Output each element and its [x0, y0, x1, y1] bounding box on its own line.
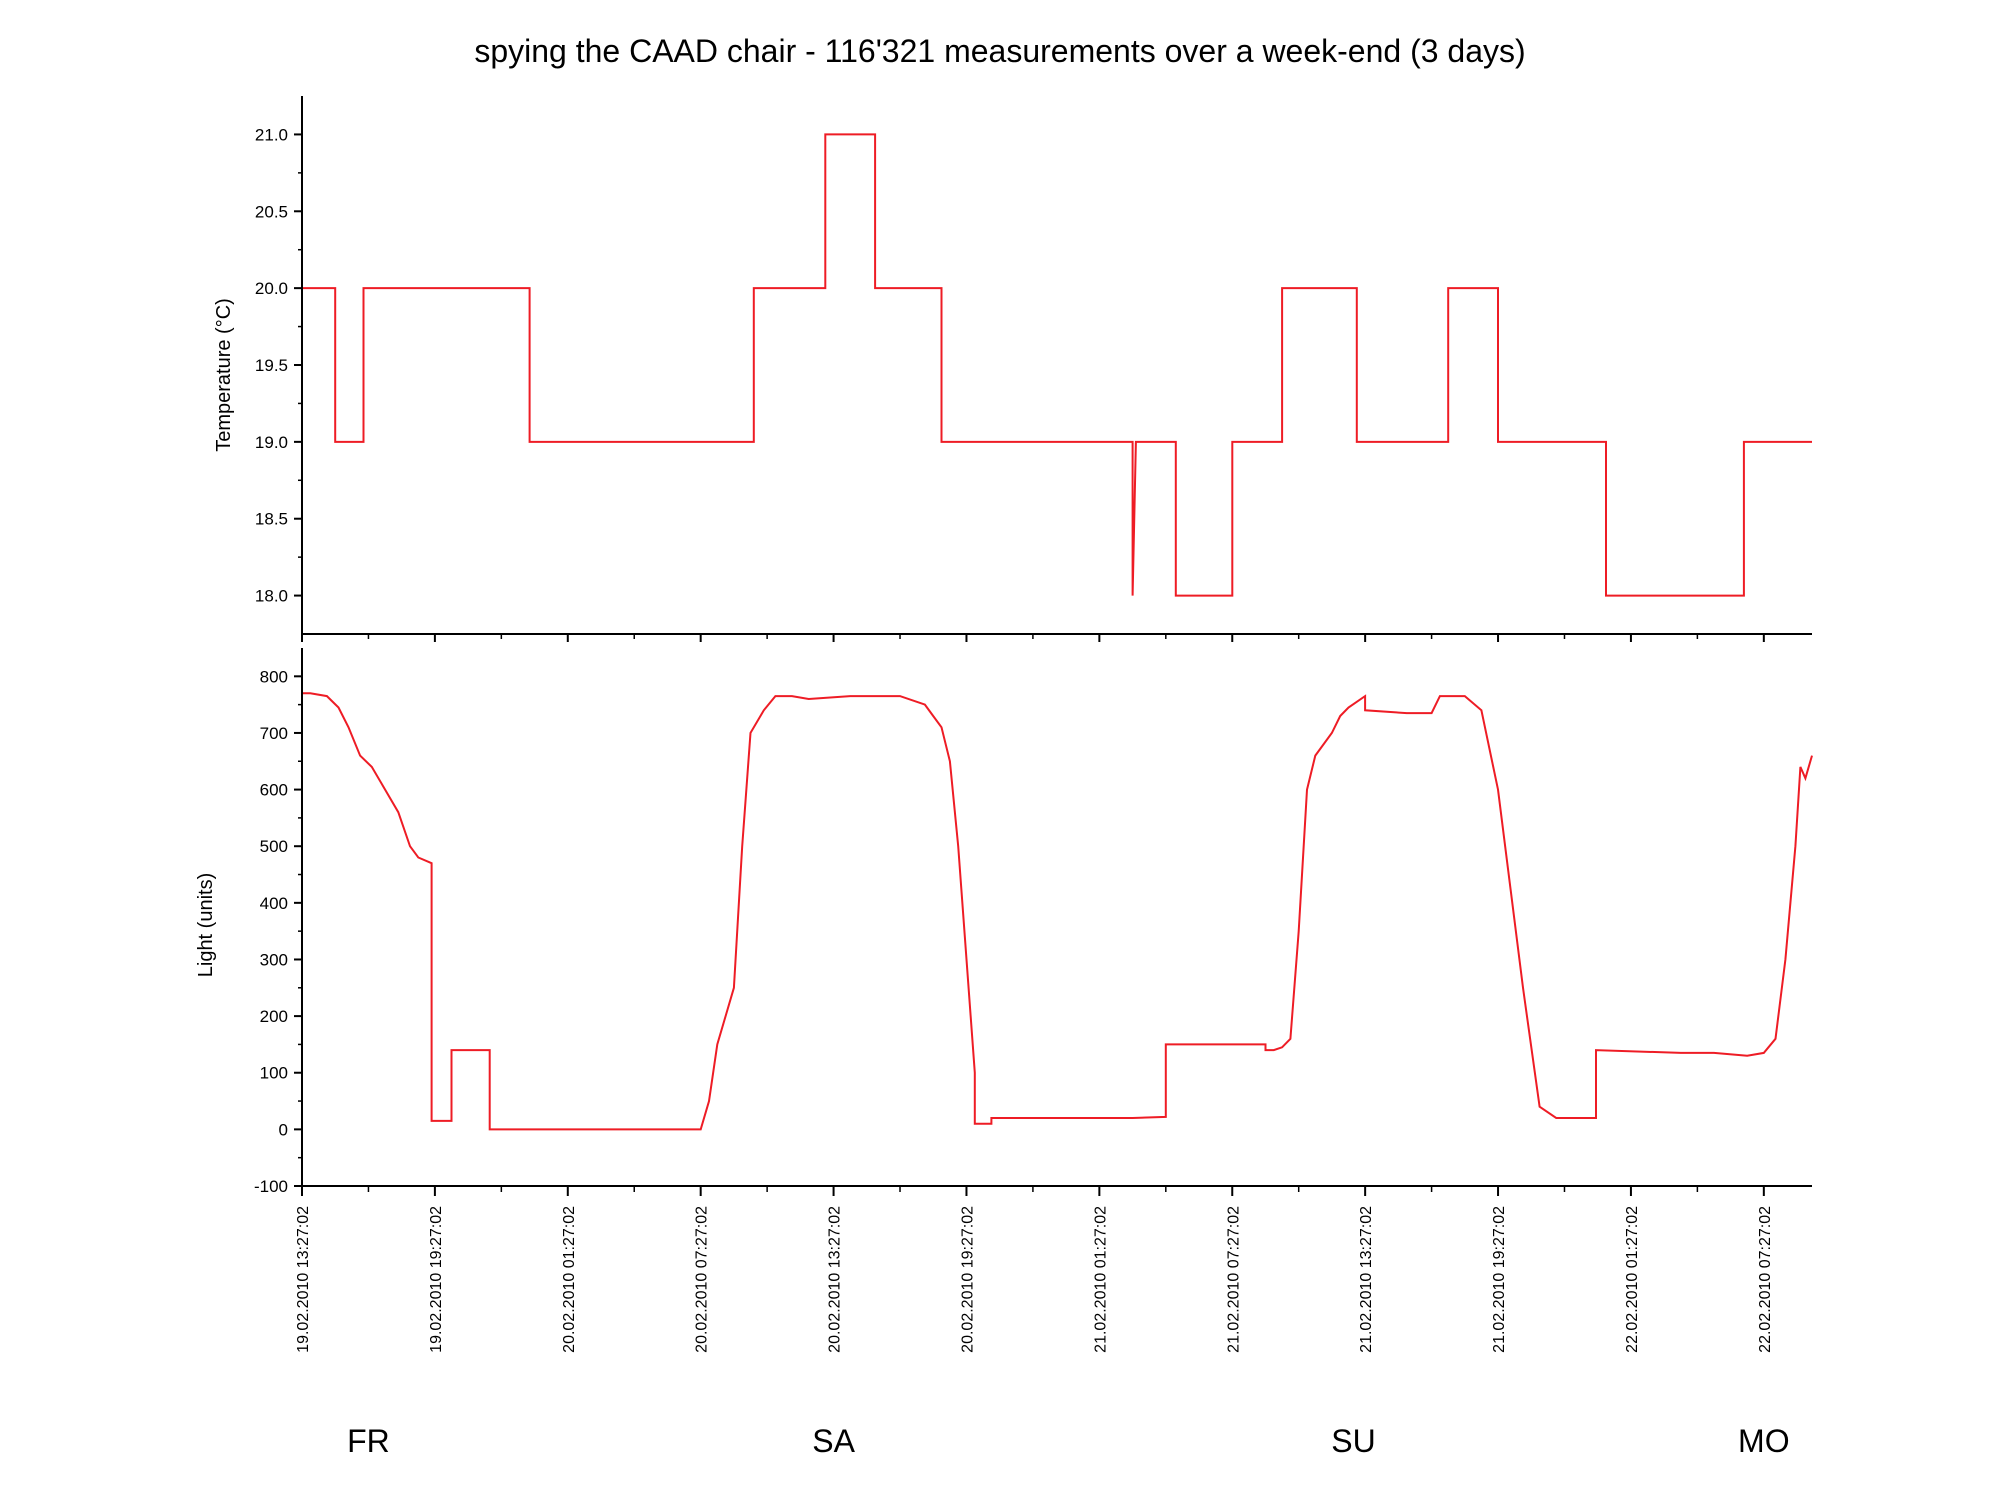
light-ytick-label: 200	[260, 1007, 288, 1026]
x-tick-label: 20.02.2010 07:27:02	[694, 1206, 711, 1353]
x-tick-label: 19.02.2010 13:27:02	[295, 1206, 312, 1353]
day-label: FR	[347, 1423, 390, 1459]
temperature-ytick-label: 20.0	[255, 279, 288, 298]
temperature-series	[302, 133, 1812, 597]
x-axis-ticks: 19.02.2010 13:27:02 19.02.2010 19:27:02 20…	[295, 634, 1774, 1353]
x-tick-label: 21.02.2010 19:27:02	[1491, 1206, 1508, 1353]
light-ytick-label: 800	[260, 667, 288, 686]
temperature-axis-label: Temperature (°C)	[213, 298, 235, 452]
light-ytick-label: -100	[254, 1177, 288, 1196]
x-tick-label: 19.02.2010 19:27:02	[428, 1206, 445, 1353]
temperature-panel: Temperature (°C) 18.0 18.5 19.0 19.5 20.0 20.…	[213, 96, 1812, 634]
light-y-ticks: -100 0 100 200 300 400 500 600 700 800	[254, 667, 302, 1196]
light-series-line	[302, 692, 1813, 1131]
light-ytick-label: 500	[260, 837, 288, 856]
x-tick-label: 21.02.2010 07:27:02	[1225, 1206, 1242, 1353]
temperature-ytick-label: 18.5	[255, 510, 288, 529]
temperature-ytick-label: 18.0	[255, 587, 288, 606]
temperature-ytick-label: 19.0	[255, 433, 288, 452]
chart-title: spying the CAAD chair - 116'321 measurem…	[474, 33, 1525, 69]
temperature-ytick-label: 19.5	[255, 356, 288, 375]
x-tick-label: 20.02.2010 01:27:02	[561, 1206, 578, 1353]
light-series	[302, 692, 1813, 1131]
x-tick-label: 22.02.2010 01:27:02	[1624, 1206, 1641, 1353]
x-tick-label: 21.02.2010 13:27:02	[1358, 1206, 1375, 1353]
day-label: MO	[1738, 1423, 1790, 1459]
x-tick-label: 20.02.2010 19:27:02	[959, 1206, 976, 1353]
light-ytick-label: 700	[260, 724, 288, 743]
temperature-series-line	[302, 133, 1812, 597]
temperature-ytick-label: 21.0	[255, 125, 288, 144]
light-ytick-label: 100	[260, 1064, 288, 1083]
day-label: SA	[812, 1423, 855, 1459]
day-labels: FR SA SU MO	[347, 1423, 1789, 1459]
light-ytick-label: 300	[260, 950, 288, 969]
light-axis-label: Light (units)	[195, 873, 217, 978]
light-ytick-label: 0	[279, 1120, 288, 1139]
light-ytick-label: 600	[260, 781, 288, 800]
light-panel: Light (units) -100 0 100 200 300 400 500 600 700…	[195, 648, 1813, 1196]
x-tick-label: 22.02.2010 07:27:02	[1757, 1206, 1774, 1353]
light-ytick-label: 400	[260, 894, 288, 913]
temperature-ytick-label: 20.5	[255, 202, 288, 221]
x-tick-label: 20.02.2010 13:27:02	[827, 1206, 844, 1353]
x-tick-label: 21.02.2010 01:27:02	[1092, 1206, 1109, 1353]
temperature-y-ticks: 18.0 18.5 19.0 19.5 20.0 20.5 21.0	[255, 125, 302, 606]
day-label: SU	[1331, 1423, 1375, 1459]
